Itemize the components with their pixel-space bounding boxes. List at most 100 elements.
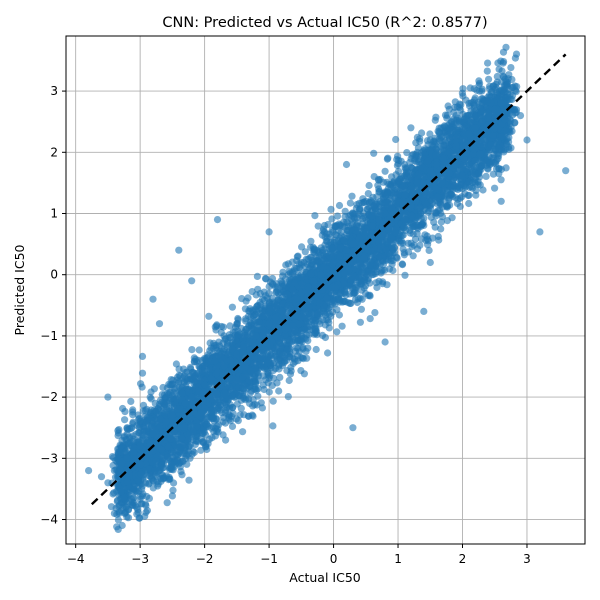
scatter-point bbox=[354, 295, 362, 303]
scatter-point bbox=[335, 201, 344, 210]
scatter-point bbox=[124, 514, 133, 522]
scatter-point bbox=[435, 206, 444, 214]
scatter-point bbox=[226, 322, 234, 330]
scatter-point bbox=[498, 67, 506, 75]
scatter-point bbox=[301, 248, 309, 256]
scatter-point bbox=[138, 369, 147, 377]
scatter-point bbox=[178, 471, 186, 479]
scatter-point bbox=[284, 393, 292, 401]
scatter-point bbox=[127, 397, 135, 405]
scatter-point bbox=[168, 492, 176, 500]
scatter-point bbox=[479, 186, 487, 194]
chart-title: CNN: Predicted vs Actual IC50 (R^2: 0.85… bbox=[162, 15, 487, 31]
scatter-point bbox=[222, 436, 230, 444]
scatter-point bbox=[392, 135, 400, 144]
scatter-point bbox=[364, 292, 372, 300]
scatter-point bbox=[312, 345, 320, 354]
scatter-point bbox=[356, 318, 364, 326]
scatter-point bbox=[385, 180, 393, 188]
scatter-point bbox=[384, 154, 392, 162]
scatter-point bbox=[276, 373, 284, 381]
scatter-point bbox=[485, 75, 493, 83]
scatter-point bbox=[141, 512, 149, 520]
scatter-point bbox=[416, 137, 424, 145]
scatter-point bbox=[121, 416, 129, 424]
scatter-point bbox=[365, 181, 373, 190]
scatter-point bbox=[335, 311, 343, 319]
scatter-point bbox=[464, 191, 472, 200]
scatter-point bbox=[321, 333, 329, 342]
scatter-point bbox=[348, 192, 356, 200]
scatter-point bbox=[114, 429, 122, 437]
scatter-point bbox=[114, 516, 122, 524]
scatter-point bbox=[337, 228, 345, 236]
scatter-point bbox=[311, 212, 319, 220]
scatter-point bbox=[199, 438, 207, 446]
scatter-point bbox=[507, 64, 515, 72]
scatter-point bbox=[424, 237, 432, 245]
scatter-point bbox=[169, 486, 177, 494]
scatter-point bbox=[221, 419, 229, 427]
scatter-point bbox=[234, 417, 242, 425]
scatter-point bbox=[437, 225, 445, 233]
scatter-point bbox=[502, 164, 510, 172]
scatter-point bbox=[297, 367, 305, 375]
scatter-point bbox=[269, 422, 277, 430]
scatter-point bbox=[383, 281, 391, 289]
scatter-point bbox=[414, 245, 422, 253]
scatter-point bbox=[205, 312, 213, 320]
scatter-point bbox=[475, 77, 483, 85]
scatter-point bbox=[185, 476, 193, 484]
scatter-point bbox=[163, 499, 171, 507]
scatter-point bbox=[338, 322, 346, 330]
scatter-point bbox=[330, 238, 338, 246]
scatter-point bbox=[366, 315, 374, 323]
scatter-point bbox=[493, 72, 501, 81]
scatter-point bbox=[269, 397, 277, 405]
scatter-point bbox=[324, 349, 332, 357]
scatter-point bbox=[499, 48, 508, 56]
scatter-point bbox=[307, 237, 315, 245]
scatter-point bbox=[147, 395, 155, 403]
scatter-point bbox=[253, 272, 261, 280]
scatter-point bbox=[470, 96, 479, 104]
scatter-point bbox=[425, 246, 433, 254]
scatter-point bbox=[279, 272, 287, 280]
scatter-point bbox=[435, 236, 443, 244]
grid-lines bbox=[66, 36, 585, 544]
scatter-point bbox=[484, 59, 492, 67]
scatter-point bbox=[333, 328, 341, 336]
scatter-point bbox=[443, 217, 451, 225]
scatter-point bbox=[353, 214, 361, 222]
scatter-point bbox=[268, 381, 276, 390]
data-points bbox=[85, 43, 570, 534]
scatter-point bbox=[458, 89, 466, 97]
scatter-point bbox=[318, 246, 326, 254]
scatter-point bbox=[298, 243, 306, 251]
scatter-point bbox=[333, 212, 342, 220]
scatter-point bbox=[195, 346, 203, 354]
scatter-point bbox=[254, 285, 262, 293]
scatter-point bbox=[444, 102, 452, 110]
scatter-point bbox=[398, 260, 406, 268]
scatter-point bbox=[259, 381, 267, 389]
scatter-point bbox=[240, 411, 248, 419]
scatter-point bbox=[370, 149, 378, 157]
scatter-point bbox=[381, 167, 389, 175]
scatter-point bbox=[465, 199, 473, 208]
scatter-point bbox=[371, 309, 379, 317]
scatter-point bbox=[239, 428, 247, 436]
scatter-point bbox=[314, 222, 322, 230]
scatter-point bbox=[426, 130, 434, 138]
scatter-point bbox=[291, 264, 299, 272]
scatter-point bbox=[119, 404, 127, 413]
scatter-point bbox=[489, 170, 497, 178]
scatter-point bbox=[482, 172, 490, 180]
scatter-point bbox=[357, 305, 365, 313]
scatter-point bbox=[228, 303, 236, 311]
scatter-point bbox=[327, 205, 335, 213]
scatter-point bbox=[164, 453, 172, 461]
scatter-point bbox=[466, 84, 474, 92]
scatter-point bbox=[495, 170, 503, 178]
